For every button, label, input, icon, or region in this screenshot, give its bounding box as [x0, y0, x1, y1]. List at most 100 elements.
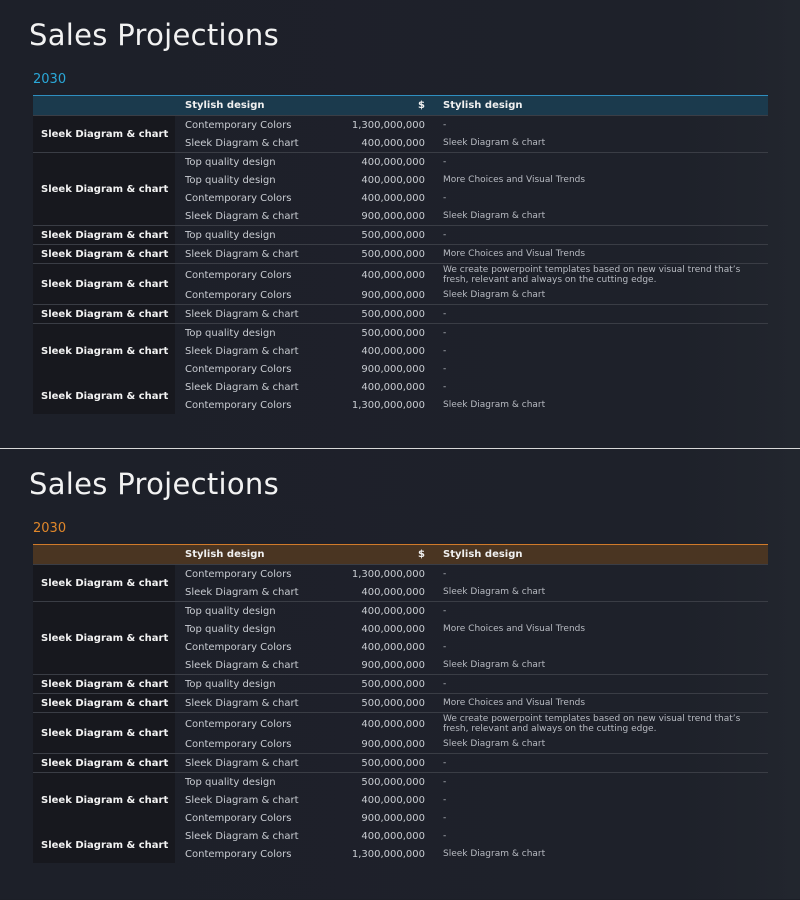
- table-group: Sleek Diagram & chart Top quality design 5…: [33, 323, 768, 378]
- amount-cell: 1,300,000,000: [351, 848, 425, 860]
- item-cell: Top quality design: [185, 678, 276, 690]
- item-cell: Top quality design: [185, 229, 276, 241]
- group-rows: Top quality design 400,000,000- Top qualit…: [175, 153, 768, 225]
- group-rows: Sleek Diagram & chart 400,000,000 - Contemp…: [175, 827, 768, 863]
- item-cell: Contemporary Colors: [185, 738, 292, 750]
- amount-cell: 400,000,000: [361, 605, 425, 617]
- slide-title: Sales Projections: [29, 467, 280, 501]
- amount-cell: 400,000,000: [361, 345, 425, 357]
- amount-cell: 500,000,000: [361, 308, 425, 320]
- note-cell: -: [443, 230, 447, 240]
- item-cell: Contemporary Colors: [185, 812, 292, 824]
- note-cell: -: [443, 382, 447, 392]
- table-row: Contemporary Colors 1,300,000,000 -: [175, 116, 768, 134]
- item-cell: Top quality design: [185, 776, 276, 788]
- table-row: Top quality design 400,000,000 More Choice…: [175, 620, 768, 638]
- group-label: Sleek Diagram & chart: [33, 713, 175, 753]
- table-row: Sleek Diagram & chart 500,000,000 More Cho…: [175, 694, 768, 712]
- note-cell: More Choices and Visual Trends: [443, 249, 586, 259]
- item-cell: Contemporary Colors: [185, 119, 292, 131]
- group-rows: Sleek Diagram & chart 400,000,000 - Contemp…: [175, 378, 768, 414]
- amount-cell: 400,000,000: [361, 137, 425, 149]
- table-header: Stylish design $ Stylish design: [33, 544, 768, 564]
- table-row: Sleek Diagram & chart 400,000,000 -: [175, 378, 768, 396]
- year-label: 2030: [33, 72, 67, 87]
- note-cell: Sleek Diagram & chart: [443, 849, 546, 859]
- amount-cell: 900,000,000: [361, 738, 425, 750]
- column-header: Stylish design: [443, 549, 523, 560]
- item-cell: Contemporary Colors: [185, 641, 292, 653]
- note-cell: Sleek Diagram & chart: [443, 739, 546, 749]
- item-cell: Sleek Diagram & chart: [185, 757, 299, 769]
- note-cell: -: [443, 679, 447, 689]
- table-row: Sleek Diagram & chart 500,000,000 -: [175, 754, 768, 772]
- amount-cell: 400,000,000: [361, 623, 425, 635]
- amount-cell: 900,000,000: [361, 363, 425, 375]
- amount-cell: 900,000,000: [361, 210, 425, 222]
- note-cell: -: [443, 813, 447, 823]
- slide: Sales Projections 2030 Stylish design $ Styl…: [0, 0, 800, 449]
- group-label: Sleek Diagram & chart: [33, 754, 175, 772]
- group-label: Sleek Diagram & chart: [33, 565, 175, 601]
- item-cell: Contemporary Colors: [185, 568, 292, 580]
- note-cell: Sleek Diagram & chart: [443, 138, 546, 148]
- table-group: Sleek Diagram & chart Sleek Diagram & cha…: [33, 244, 768, 263]
- table-group: Sleek Diagram & chart Top quality design 4…: [33, 601, 768, 674]
- table-row: Sleek Diagram & chart 900,000,000 Sleek Di…: [175, 207, 768, 225]
- table-group: Sleek Diagram & chart Sleek Diagram & cha…: [33, 753, 768, 772]
- table-row: Sleek Diagram & chart 900,000,000 Sleek Di…: [175, 656, 768, 674]
- table-row: Sleek Diagram & chart 400,000,000 -: [175, 791, 768, 809]
- table-header: Stylish design $ Stylish design: [33, 95, 768, 115]
- group-rows: Top quality design 500,000,000 - Sleek Diag…: [175, 773, 768, 827]
- amount-cell: 400,000,000: [361, 174, 425, 186]
- group-rows: Sleek Diagram & chart 500,000,000 More Cho…: [175, 245, 768, 263]
- amount-cell: 400,000,000: [361, 718, 425, 730]
- table-row: Top quality design 500,000,000 -: [175, 226, 768, 244]
- amount-cell: 400,000,000: [361, 381, 425, 393]
- note-cell: More Choices and Visual Trends: [443, 624, 586, 634]
- item-cell: Contemporary Colors: [185, 289, 292, 301]
- table-group: Sleek Diagram & chart Top quality design 5…: [33, 772, 768, 827]
- table-group: Sleek Diagram & chart Top quality design 5…: [33, 674, 768, 693]
- item-cell: Contemporary Colors: [185, 363, 292, 375]
- group-rows: Top quality design 500,000,000 -: [175, 226, 768, 244]
- item-cell: Contemporary Colors: [185, 848, 292, 860]
- item-cell: Sleek Diagram & chart: [185, 586, 299, 598]
- note-cell: Sleek Diagram & chart: [443, 660, 546, 670]
- group-label: Sleek Diagram & chart: [33, 226, 175, 244]
- table-row: Contemporary Colors 900,000,000 -: [175, 360, 768, 378]
- table-row: Top quality design 400,000,000 More Choice…: [175, 171, 768, 189]
- sales-table: Stylish design $ Stylish design Sleek Diagr…: [33, 544, 768, 863]
- table-row: Sleek Diagram & chart 400,000,000 -: [175, 342, 768, 360]
- group-rows: Top quality design 500,000,000 -: [175, 675, 768, 693]
- group-label: Sleek Diagram & chart: [33, 116, 175, 152]
- table-row: Sleek Diagram & chart 500,000,000 -: [175, 305, 768, 323]
- group-rows: Sleek Diagram & chart 500,000,000 -: [175, 754, 768, 772]
- amount-cell: 500,000,000: [361, 776, 425, 788]
- note-cell: -: [443, 157, 447, 167]
- group-label: Sleek Diagram & chart: [33, 675, 175, 693]
- column-header: Stylish design: [185, 100, 265, 111]
- year-label: 2030: [33, 521, 67, 536]
- table-row: Contemporary Colors 1,300,000,000 -: [175, 565, 768, 583]
- item-cell: Sleek Diagram & chart: [185, 345, 299, 357]
- note-cell: -: [443, 642, 447, 652]
- slide-title: Sales Projections: [29, 18, 280, 52]
- table-row: Sleek Diagram & chart 400,000,000 Sleek Di…: [175, 134, 768, 152]
- group-rows: Contemporary Colors 400,000,000 We create …: [175, 713, 768, 753]
- group-label: Sleek Diagram & chart: [33, 773, 175, 827]
- table-row: Contemporary Colors 1,300,000,000 Sleek Di…: [175, 396, 768, 414]
- amount-cell: 900,000,000: [361, 659, 425, 671]
- amount-cell: 900,000,000: [361, 289, 425, 301]
- item-cell: Contemporary Colors: [185, 718, 292, 730]
- group-label: Sleek Diagram & chart: [33, 153, 175, 225]
- item-cell: Contemporary Colors: [185, 269, 292, 281]
- amount-cell: 500,000,000: [361, 757, 425, 769]
- group-label: Sleek Diagram & chart: [33, 324, 175, 378]
- amount-cell: 400,000,000: [361, 830, 425, 842]
- group-label: Sleek Diagram & chart: [33, 602, 175, 674]
- column-header: $: [418, 100, 425, 111]
- group-rows: Contemporary Colors 400,000,000 We create …: [175, 264, 768, 304]
- table-group: Sleek Diagram & chart Top quality design 5…: [33, 225, 768, 244]
- table-group: Sleek Diagram & chart Sleek Diagram & cha…: [33, 827, 768, 863]
